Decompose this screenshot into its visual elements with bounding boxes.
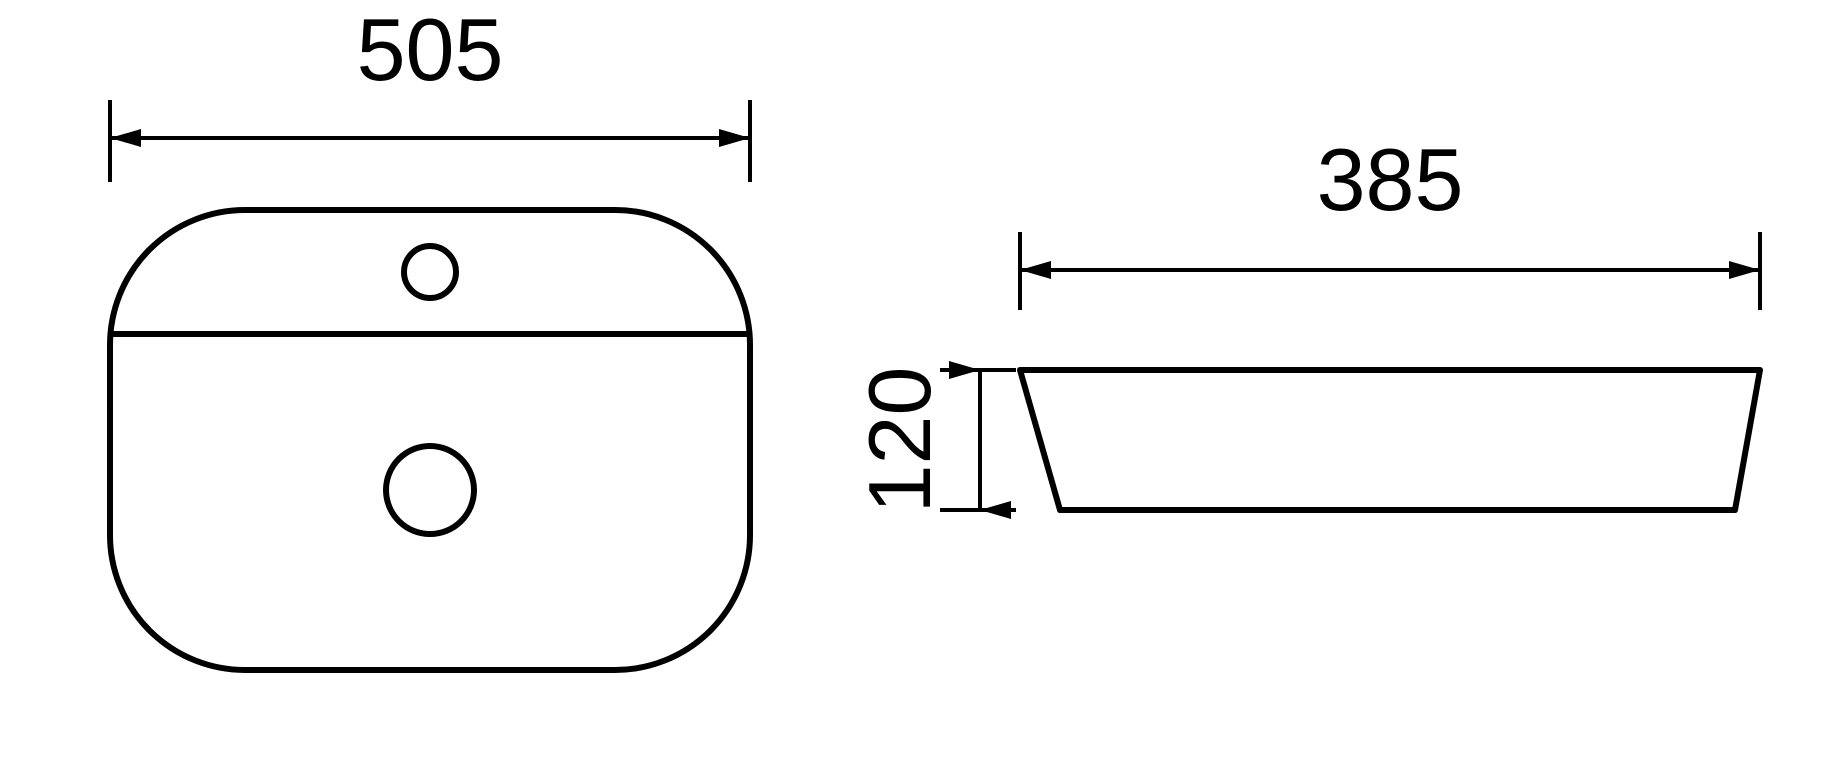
technical-drawing: 505 385 120 xyxy=(0,0,1831,768)
top-view: 505 xyxy=(110,0,750,670)
width-dimension-value: 505 xyxy=(357,0,504,99)
basin-side-profile xyxy=(1020,370,1760,510)
depth-dimension-value: 385 xyxy=(1317,130,1464,229)
width-dimension: 505 xyxy=(110,0,750,182)
tap-hole xyxy=(404,246,456,298)
depth-dimension: 385 xyxy=(1020,130,1760,310)
side-view: 385 120 xyxy=(850,130,1760,513)
height-dimension: 120 xyxy=(850,367,1016,514)
height-dimension-value: 120 xyxy=(850,367,949,514)
drain-hole xyxy=(386,446,474,534)
basin-outline xyxy=(110,210,750,670)
